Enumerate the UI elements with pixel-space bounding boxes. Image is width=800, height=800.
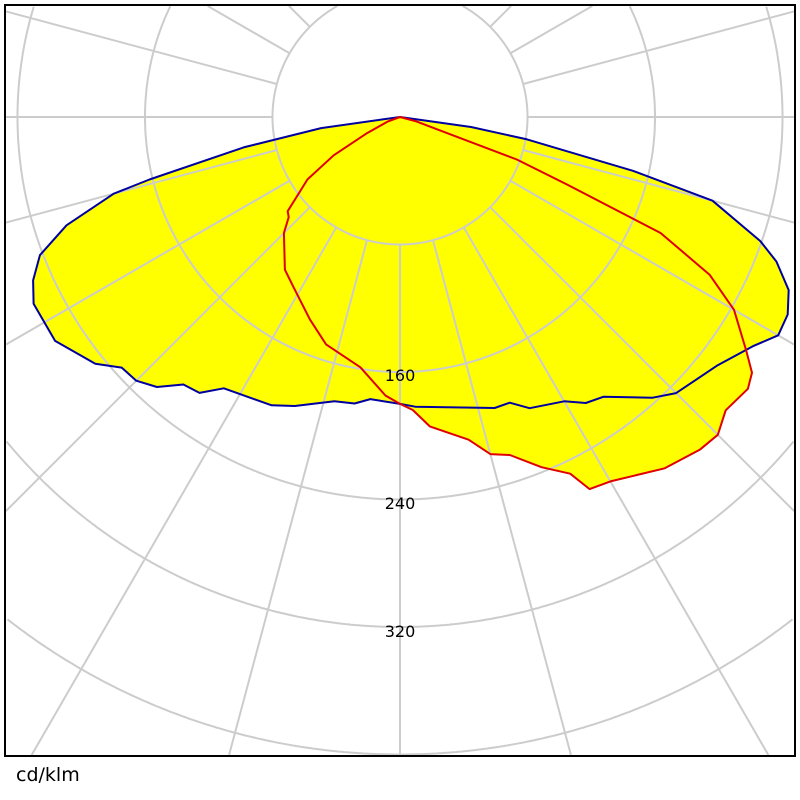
curve-fills [33, 117, 789, 490]
series-line-0 [32, 116, 790, 410]
grid-spoke-300 [5, 179, 291, 346]
grid-spoke-135 [489, 5, 512, 28]
grid-spoke-120 [509, 5, 593, 55]
grid-spoke-105 [522, 10, 795, 85]
chart-frame [4, 4, 796, 757]
radial-tick-label-320: 320 [385, 622, 416, 641]
grid-spoke-255 [5, 10, 278, 85]
grid-spoke-60 [509, 179, 795, 346]
series-line-1 [282, 116, 753, 491]
grid-spoke-285 [5, 149, 278, 224]
radial-tick-labels: 160 240 320 [385, 366, 416, 641]
grid-spoke-225 [288, 5, 311, 28]
polar-grid [5, 5, 795, 756]
grid-spoke-345 [228, 239, 368, 756]
radial-tick-label-160: 160 [385, 366, 416, 385]
grid-spoke-315 [5, 206, 311, 512]
grid-spoke-330 [30, 226, 338, 756]
unit-label: cd/klm [16, 764, 80, 786]
grid-spoke-45 [489, 206, 795, 512]
curve-lines [32, 116, 790, 491]
grid-spoke-30 [462, 226, 770, 756]
grid-spoke-75 [522, 149, 795, 224]
grid-spoke-240 [207, 5, 291, 55]
series-fill-1 [283, 117, 752, 490]
grid-spoke-15 [432, 239, 572, 756]
radial-tick-label-240: 240 [385, 494, 416, 513]
